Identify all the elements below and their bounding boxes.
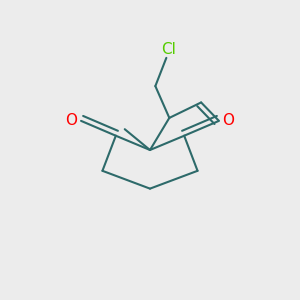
Text: O: O (223, 113, 235, 128)
Text: Cl: Cl (161, 42, 176, 57)
Text: O: O (65, 113, 77, 128)
